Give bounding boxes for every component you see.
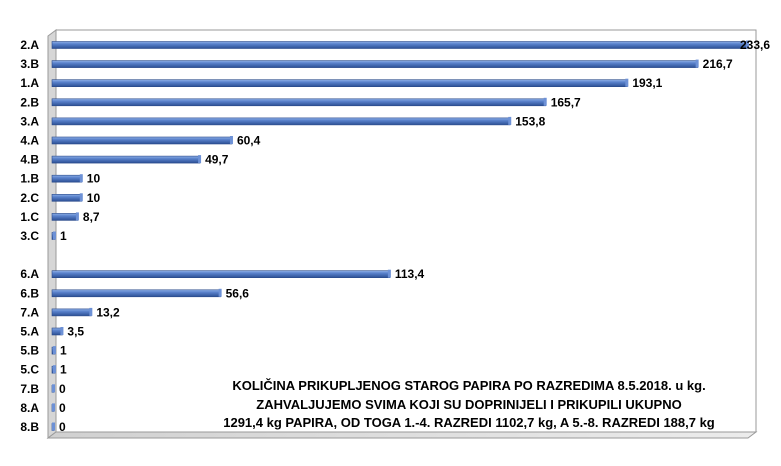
category-label: 8.A [20,401,39,415]
category-label: 4.B [20,153,39,167]
value-label: 233,6 [740,38,770,52]
category-label: 3.C [20,229,39,243]
bar-cap [625,78,629,87]
bar [51,289,221,298]
bar-cap [543,97,547,106]
category-label: 2.B [20,95,39,109]
category-label: 2.A [20,38,39,52]
bar-cap [52,384,55,393]
bar-cap [52,231,56,240]
value-label: 8,7 [83,210,100,224]
category-label: 5.C [20,363,39,377]
value-label: 165,7 [551,95,581,109]
bar-cap [695,59,699,68]
note-line-3: 1291,4 kg PAPIRA, OD TOGA 1.-4. RAZREDI … [223,415,715,430]
category-label: 2.C [20,191,39,205]
note-line-2: ZAHVALJUJEMO SVIMA KOJI SU DOPRINIJELI I… [256,397,681,412]
bar-cap [52,403,55,412]
back-wall [55,29,757,433]
value-label: 216,7 [703,57,733,71]
bar [51,213,79,221]
bar [51,194,83,202]
value-label: 56,6 [226,286,250,300]
value-label: 0 [59,382,66,396]
category-label: 1.B [20,172,39,186]
value-label: 0 [59,401,66,415]
bar-cap [79,193,83,202]
value-label: 49,7 [205,153,229,167]
bar-cap [218,288,222,297]
value-label: 153,8 [515,114,545,128]
category-label: 1.A [20,76,39,90]
bar-cap [52,422,55,431]
category-label: 7.B [20,382,39,396]
bar-cap [229,136,233,144]
value-label: 113,4 [395,267,425,281]
bar [51,270,391,279]
value-label: 193,1 [632,76,662,90]
bar [51,136,233,145]
bar [51,98,546,107]
bar [51,79,628,87]
bar-cap [746,40,749,49]
category-label: 6.B [20,286,39,300]
note-line-1: KOLIČINA PRIKUPLJENOG STAROG PAPIRA PO R… [232,378,705,393]
category-labels: 2.A 3.B 1.A 2.B 3.A 4.A 4.B 1.B 2.C 1.C 3.C 6.A 6.B 7… [20,38,39,434]
value-label: 1 [60,363,67,377]
bar-cap [387,269,391,278]
category-label: 1.C [20,210,39,224]
bars-group [51,40,749,431]
value-label: 13,2 [96,305,120,319]
bar-cap [60,327,64,335]
category-label: 5.A [20,325,39,339]
category-label: 3.A [20,114,39,128]
bar-cap [198,155,202,164]
value-label: 1 [60,229,67,243]
value-label: 1 [60,344,67,358]
bar [51,174,83,183]
bar [51,117,511,126]
bar-cap [79,174,83,183]
value-label: 3,5 [67,325,84,339]
chart-note: KOLIČINA PRIKUPLJENOG STAROG PAPIRA PO R… [223,378,715,430]
plot-area [46,29,758,439]
value-labels: 233,6216,7193,1165,7153,860,449,710108,7… [59,38,770,434]
value-label: 60,4 [237,134,261,148]
bar [51,60,698,68]
category-label: 5.B [20,344,39,358]
bar-cap [89,307,93,316]
bar-cap [508,116,512,125]
category-label: 7.A [20,305,39,319]
bar [51,155,201,164]
bar-cap [52,365,56,374]
category-label: 6.A [20,267,39,281]
value-label: 10 [87,172,101,186]
bar [51,41,749,49]
bar-cap [52,346,56,355]
category-label: 8.B [20,420,39,434]
category-label: 3.B [20,57,39,71]
bar-cap [75,212,79,221]
floor [46,431,758,439]
bar [51,308,92,317]
value-label: 0 [59,420,66,434]
category-label: 4.A [20,134,39,148]
value-label: 10 [87,191,101,205]
